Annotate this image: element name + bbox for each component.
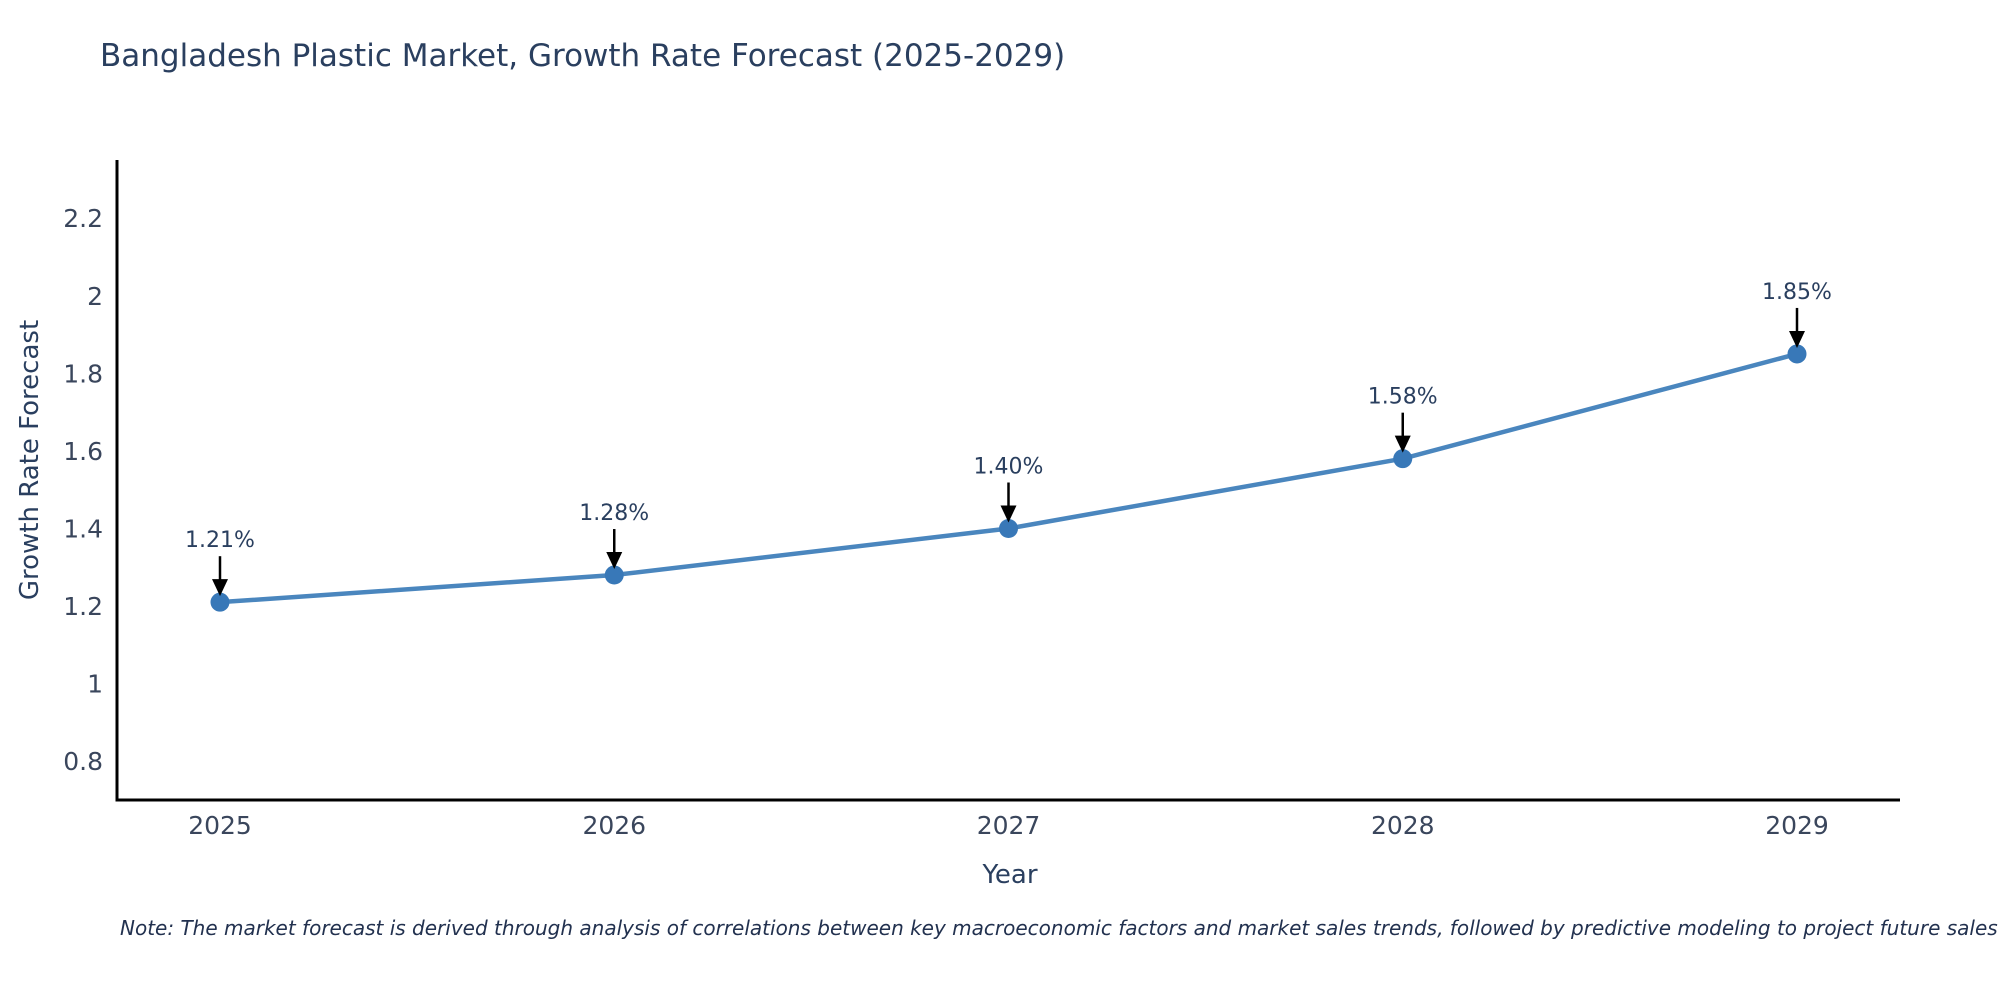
chart-title: Bangladesh Plastic Market, Growth Rate F… xyxy=(100,38,1066,74)
x-axis-title: Year xyxy=(982,860,1038,890)
point-value-label: 1.28% xyxy=(579,501,649,526)
data-point-2027[interactable] xyxy=(999,518,1018,538)
footnote: Note: The market forecast is derived thr… xyxy=(120,916,1998,940)
y-tick-label: 1.2 xyxy=(63,592,103,621)
point-value-label: 1.58% xyxy=(1368,385,1438,410)
data-point-2026[interactable] xyxy=(604,565,624,585)
y-tick-label: 1.4 xyxy=(63,514,103,543)
x-tick-label: 2026 xyxy=(582,811,646,840)
annotation-arrowhead-icon xyxy=(1789,330,1805,348)
x-tick-label: 2025 xyxy=(188,811,252,840)
annotation-arrowhead-icon xyxy=(1394,435,1411,453)
y-tick-label: 1.8 xyxy=(63,359,103,388)
y-tick-label: 0.8 xyxy=(63,747,103,776)
data-point-2028[interactable] xyxy=(1393,449,1413,469)
x-tick-label: 2029 xyxy=(1765,811,1829,840)
x-tick-label: 2027 xyxy=(977,811,1041,840)
y-tick-label: 2 xyxy=(87,282,103,311)
point-value-label: 1.85% xyxy=(1762,280,1832,305)
y-tick-label: 1 xyxy=(87,670,103,699)
x-tick-label: 2028 xyxy=(1371,811,1435,840)
annotation-arrowhead-icon xyxy=(1000,505,1017,523)
data-point-2025[interactable] xyxy=(210,592,230,612)
annotation-arrowhead-icon xyxy=(606,552,623,570)
y-tick-label: 2.2 xyxy=(63,204,103,233)
point-value-label: 1.40% xyxy=(974,454,1044,479)
data-point-2029[interactable] xyxy=(1787,344,1807,364)
point-value-label: 1.21% xyxy=(185,528,255,553)
annotation-arrowhead-icon xyxy=(212,579,228,597)
y-tick-label: 1.6 xyxy=(63,437,103,466)
